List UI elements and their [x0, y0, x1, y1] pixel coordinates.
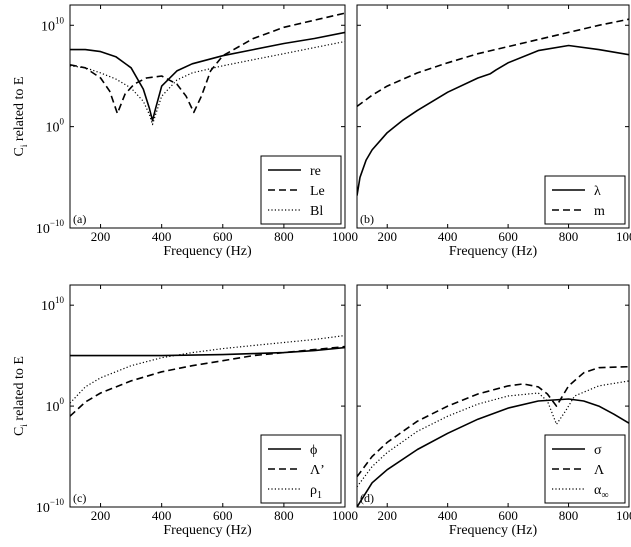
- x-tick-label: 1000: [332, 229, 358, 244]
- legend-box: [545, 176, 625, 224]
- legend-label: Λ: [594, 463, 605, 478]
- y-tick-base: 10: [36, 222, 50, 237]
- x-tick-label: 800: [274, 229, 294, 244]
- legend-label-main: Bl: [310, 204, 323, 219]
- legend-label: σ: [594, 443, 602, 458]
- legend-label-main: ρ: [310, 483, 317, 498]
- legend: re Le Bl: [261, 156, 341, 224]
- legend-label-main: ϕ: [310, 443, 317, 458]
- x-axis-label: Frequency (Hz): [449, 244, 538, 259]
- legend-label: re: [310, 164, 321, 179]
- y-tick-exponent: −10: [50, 218, 65, 228]
- legend-label-main: re: [310, 164, 321, 179]
- x-tick-label: 400: [152, 229, 172, 244]
- legend-label-sub: ∞: [601, 490, 608, 501]
- y-tick-base: 10: [41, 299, 55, 314]
- y-tick-exponent: 0: [60, 117, 65, 127]
- x-axis-label: Frequency (Hz): [163, 244, 252, 259]
- x-tick-label: 200: [91, 508, 111, 523]
- legend-label: ϕ: [310, 443, 317, 458]
- x-tick-label: 1000: [332, 508, 358, 523]
- y-axis-label: Ci related to E: [12, 77, 29, 157]
- y-tick-exponent: 10: [55, 15, 65, 25]
- y-tick-base: 10: [41, 19, 55, 34]
- y-axis-label-rest: related to E: [12, 77, 27, 145]
- y-tick-exponent: −10: [50, 497, 65, 507]
- y-tick-base: 10: [46, 121, 60, 136]
- panel-label: (a): [73, 212, 86, 226]
- x-tick-label: 600: [213, 229, 233, 244]
- x-tick-label: 400: [438, 229, 458, 244]
- x-axis-label: Frequency (Hz): [163, 523, 252, 538]
- x-tick-label: 600: [213, 508, 233, 523]
- x-tick-label: 200: [377, 508, 397, 523]
- legend-label-main: Λ: [594, 463, 605, 478]
- y-axis-label: Ci related to E: [12, 356, 29, 436]
- panel-label: (c): [73, 491, 86, 505]
- legend-label-sub: 1: [317, 490, 322, 501]
- y-tick-base: 10: [46, 400, 60, 415]
- x-tick-label: 200: [377, 229, 397, 244]
- x-tick-label: 1000: [616, 229, 631, 244]
- legend: σΛα∞: [545, 435, 625, 503]
- panel-label: (b): [360, 212, 374, 226]
- x-tick-label: 200: [91, 229, 111, 244]
- y-tick-exponent: 10: [55, 295, 65, 305]
- legend-label-main: σ: [594, 443, 602, 458]
- y-tick-exponent: 0: [60, 396, 65, 406]
- legend-label: Le: [310, 184, 325, 199]
- y-tick-base: 10: [36, 501, 50, 516]
- legend-label: Λ’: [310, 463, 325, 478]
- legend-label: Bl: [310, 204, 323, 219]
- panel-label: (d): [360, 491, 374, 505]
- legend-label: m: [594, 204, 605, 219]
- x-tick-label: 800: [559, 229, 579, 244]
- y-axis-label-main: C: [12, 147, 27, 156]
- legend-label-main: Λ’: [310, 463, 325, 478]
- y-axis-label-rest: related to E: [12, 356, 27, 424]
- x-axis-label: Frequency (Hz): [449, 523, 538, 538]
- x-tick-label: 400: [438, 508, 458, 523]
- legend: λm: [545, 176, 625, 224]
- legend-label-main: λ: [594, 184, 601, 199]
- x-tick-label: 600: [498, 229, 518, 244]
- legend-label-main: m: [594, 204, 605, 219]
- x-tick-label: 600: [498, 508, 518, 523]
- legend: ϕ Λ’ ρ1: [261, 435, 341, 503]
- x-tick-label: 800: [274, 508, 294, 523]
- legend-label: λ: [594, 184, 601, 199]
- x-tick-label: 400: [152, 508, 172, 523]
- legend-label-main: Le: [310, 184, 325, 199]
- x-tick-label: 800: [559, 508, 579, 523]
- y-axis-label-main: C: [12, 427, 27, 436]
- x-tick-label: 1000: [616, 508, 631, 523]
